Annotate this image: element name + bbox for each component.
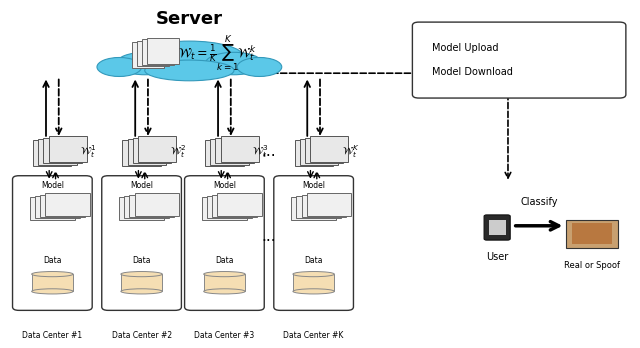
Text: Data: Data xyxy=(132,256,151,266)
FancyBboxPatch shape xyxy=(138,136,176,162)
FancyBboxPatch shape xyxy=(147,38,179,64)
FancyBboxPatch shape xyxy=(293,274,334,291)
FancyBboxPatch shape xyxy=(44,137,82,164)
Text: Data: Data xyxy=(43,256,61,266)
FancyBboxPatch shape xyxy=(207,196,252,218)
Text: Model Upload: Model Upload xyxy=(431,43,498,53)
Text: User: User xyxy=(486,252,508,262)
FancyBboxPatch shape xyxy=(132,42,164,68)
FancyBboxPatch shape xyxy=(102,176,181,310)
FancyBboxPatch shape xyxy=(137,41,169,66)
FancyBboxPatch shape xyxy=(142,39,174,65)
Ellipse shape xyxy=(237,57,282,77)
Text: Model: Model xyxy=(213,181,236,190)
FancyBboxPatch shape xyxy=(38,139,77,165)
Text: $\mathcal{W}_t^3$: $\mathcal{W}_t^3$ xyxy=(252,143,269,160)
Text: Data: Data xyxy=(215,256,234,266)
Text: Data Center #2: Data Center #2 xyxy=(111,331,172,340)
FancyBboxPatch shape xyxy=(412,22,626,98)
FancyBboxPatch shape xyxy=(296,196,341,218)
Ellipse shape xyxy=(121,271,163,277)
Text: Real or Spoof: Real or Spoof xyxy=(564,261,620,270)
Text: $\mathcal{W}_t^1$: $\mathcal{W}_t^1$ xyxy=(81,143,97,160)
FancyBboxPatch shape xyxy=(134,193,179,216)
Text: Data Center #1: Data Center #1 xyxy=(22,331,83,340)
Ellipse shape xyxy=(204,289,245,294)
Text: Model: Model xyxy=(302,181,325,190)
Ellipse shape xyxy=(121,289,163,294)
FancyBboxPatch shape xyxy=(294,140,333,166)
Text: Data Center #3: Data Center #3 xyxy=(195,331,255,340)
FancyBboxPatch shape xyxy=(132,137,171,164)
Text: $\mathcal{W}_t^2$: $\mathcal{W}_t^2$ xyxy=(170,143,186,160)
FancyBboxPatch shape xyxy=(127,139,166,165)
FancyBboxPatch shape xyxy=(310,136,348,162)
Text: Data: Data xyxy=(305,256,323,266)
FancyBboxPatch shape xyxy=(45,193,90,216)
FancyBboxPatch shape xyxy=(40,195,85,217)
FancyBboxPatch shape xyxy=(566,220,618,247)
FancyBboxPatch shape xyxy=(274,176,353,310)
FancyBboxPatch shape xyxy=(211,139,248,165)
FancyBboxPatch shape xyxy=(33,140,72,166)
Text: ...: ... xyxy=(262,229,276,244)
Ellipse shape xyxy=(204,271,245,277)
Ellipse shape xyxy=(116,52,173,75)
FancyBboxPatch shape xyxy=(13,176,92,310)
Ellipse shape xyxy=(135,41,244,72)
FancyBboxPatch shape xyxy=(30,197,75,220)
FancyBboxPatch shape xyxy=(212,195,257,217)
FancyBboxPatch shape xyxy=(305,137,343,164)
FancyBboxPatch shape xyxy=(119,197,164,220)
Ellipse shape xyxy=(293,271,334,277)
Text: Model: Model xyxy=(130,181,153,190)
Text: $\mathcal{W}_t = \frac{1}{K}\sum_{k=1}^{K}\mathcal{W}_t^k$: $\mathcal{W}_t = \frac{1}{K}\sum_{k=1}^{… xyxy=(179,34,258,74)
FancyBboxPatch shape xyxy=(184,176,264,310)
FancyBboxPatch shape xyxy=(307,193,351,216)
FancyBboxPatch shape xyxy=(291,197,336,220)
Text: Model Download: Model Download xyxy=(431,67,513,77)
FancyBboxPatch shape xyxy=(572,223,612,244)
Text: ...: ... xyxy=(262,144,276,159)
Ellipse shape xyxy=(31,289,73,294)
FancyBboxPatch shape xyxy=(129,195,174,217)
Ellipse shape xyxy=(293,289,334,294)
Ellipse shape xyxy=(31,271,73,277)
FancyBboxPatch shape xyxy=(301,195,346,217)
Text: Data Center #K: Data Center #K xyxy=(284,331,344,340)
FancyBboxPatch shape xyxy=(204,274,245,291)
FancyBboxPatch shape xyxy=(484,215,510,240)
Ellipse shape xyxy=(145,60,234,81)
FancyBboxPatch shape xyxy=(218,193,262,216)
FancyBboxPatch shape xyxy=(122,140,161,166)
FancyBboxPatch shape xyxy=(121,274,163,291)
Text: $\mathcal{W}_t^K$: $\mathcal{W}_t^K$ xyxy=(342,143,359,160)
FancyBboxPatch shape xyxy=(124,196,169,218)
FancyBboxPatch shape xyxy=(216,137,253,164)
Ellipse shape xyxy=(97,57,141,77)
Text: Classify: Classify xyxy=(520,197,558,207)
FancyBboxPatch shape xyxy=(35,196,80,218)
Ellipse shape xyxy=(205,52,262,75)
FancyBboxPatch shape xyxy=(488,220,506,235)
FancyBboxPatch shape xyxy=(202,197,246,220)
FancyBboxPatch shape xyxy=(31,274,73,291)
FancyBboxPatch shape xyxy=(300,139,338,165)
Text: Model: Model xyxy=(41,181,64,190)
Text: Server: Server xyxy=(156,10,223,28)
FancyBboxPatch shape xyxy=(221,136,259,162)
FancyBboxPatch shape xyxy=(49,136,87,162)
FancyBboxPatch shape xyxy=(205,140,244,166)
